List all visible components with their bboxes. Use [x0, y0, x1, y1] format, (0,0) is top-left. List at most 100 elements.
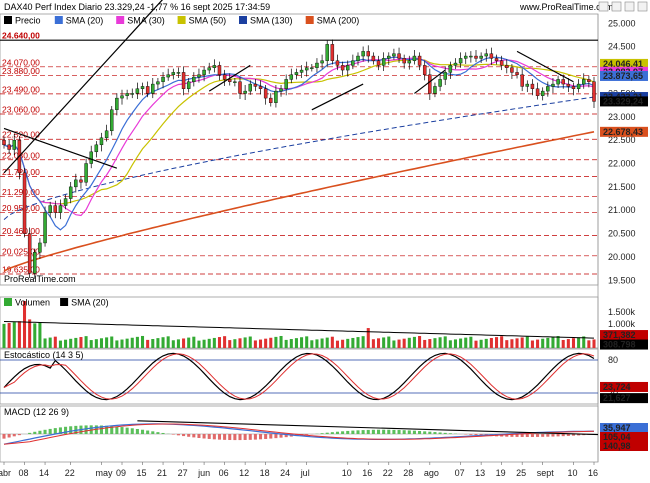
macd-hist-bar [228, 434, 232, 441]
volume-bar [202, 339, 206, 348]
x-label-16: 16 [362, 468, 372, 478]
stoch-tick-1: 20 [608, 388, 618, 398]
legend-label-1: SMA (20) [66, 16, 104, 26]
candle-body [356, 55, 360, 61]
candle-body [351, 60, 355, 66]
candle-body [469, 55, 473, 58]
legend-label-0: Precio [15, 16, 41, 26]
candle-body [258, 86, 263, 89]
volume-bar [484, 338, 488, 348]
candle-body [566, 83, 571, 87]
macd-hist-bar [551, 434, 555, 437]
candle-body [104, 130, 109, 139]
candle-body [551, 83, 555, 87]
volume-bar [556, 336, 560, 348]
watermark: ProRealTime.com [4, 274, 76, 284]
candle-body [12, 139, 16, 150]
candle-body [412, 55, 417, 61]
x-label-5: 09 [116, 468, 126, 478]
volume-bar [161, 337, 165, 348]
candle-body [99, 137, 104, 146]
volume-bar [300, 337, 304, 348]
candle-body [376, 60, 381, 66]
candle-body [125, 93, 129, 96]
macd-hist-bar [253, 434, 257, 440]
search-icon[interactable] [598, 1, 609, 12]
macd-hist-bar [556, 434, 560, 437]
candle-body [79, 179, 83, 183]
volume-bar [438, 337, 442, 348]
volume-bar [566, 339, 570, 348]
volume-bar [341, 339, 345, 348]
candle-body [592, 81, 596, 102]
volume-bar [346, 338, 350, 348]
candle-body [494, 58, 499, 61]
header-title: DAX40 Perf Index Diario 23.329,24 -1,77 … [4, 2, 270, 12]
stochastic-panel [0, 348, 599, 405]
grid-icon[interactable] [624, 1, 635, 12]
volume-bar [156, 338, 160, 348]
macd-hist-bar [479, 434, 483, 436]
candle-body [587, 79, 591, 82]
x-label-1: 08 [19, 468, 29, 478]
macd-hist-bar [530, 434, 534, 437]
macd-hist-bar [510, 434, 514, 437]
vol-marker-label-1: 308.798 [603, 340, 636, 350]
x-label-12: 18 [260, 468, 270, 478]
candle-body [156, 81, 160, 85]
volume-bar [325, 337, 329, 348]
macd-hist-bar [171, 434, 175, 435]
volume-bar [546, 337, 550, 348]
x-label-11: 12 [239, 468, 249, 478]
volume-bar [74, 337, 78, 348]
macd-hist-bar [571, 434, 576, 436]
macd-hist-bar [536, 434, 540, 437]
candle-body [186, 81, 191, 89]
candle-body [94, 144, 99, 153]
macd-hist-bar [330, 432, 334, 434]
candle-body [222, 74, 227, 80]
price-tick-0: 25.000 [608, 18, 636, 28]
macd-hist-bar [305, 434, 309, 435]
x-label-8: 27 [178, 468, 188, 478]
stoch-marker-0 [600, 381, 648, 392]
candle-body [289, 74, 294, 80]
candle-body [68, 186, 73, 199]
candle-body [422, 65, 427, 75]
candle-body [84, 163, 88, 183]
macd-hist-bar [105, 425, 109, 434]
volume-bar [289, 339, 293, 348]
vol-marker-0 [600, 330, 648, 341]
macd-hist-bar [156, 432, 160, 434]
volume-bar [171, 340, 175, 348]
macd-hist-bar [187, 434, 191, 437]
wrench-icon[interactable] [611, 1, 622, 12]
volume-bar [294, 338, 298, 348]
volume-bar [151, 339, 155, 348]
close-icon[interactable] [637, 1, 648, 12]
candle-body [340, 65, 345, 71]
candle-body [192, 76, 196, 82]
macd-marker-0 [600, 423, 648, 433]
candle-body [335, 60, 340, 66]
macd-hist-bar [243, 434, 247, 440]
macd-hist-bar [233, 434, 237, 441]
candle-body [361, 51, 365, 57]
volume-bar [448, 340, 452, 348]
macd-hist-bar [284, 434, 288, 438]
volume-bar [269, 337, 273, 348]
legend-swatch-5 [305, 16, 314, 24]
volume-bar [335, 340, 340, 348]
candle-body [110, 109, 114, 132]
macd-hist-bar [192, 434, 196, 438]
trendline-5 [516, 50, 574, 83]
candle-body [346, 65, 350, 71]
candle-body [145, 86, 150, 94]
volume-bar [33, 323, 37, 348]
candle-body [115, 97, 119, 110]
candle-body [299, 69, 304, 73]
candle-body [248, 83, 252, 92]
price-tick-6: 22.000 [608, 159, 636, 169]
macd-hist-bar [320, 433, 324, 434]
